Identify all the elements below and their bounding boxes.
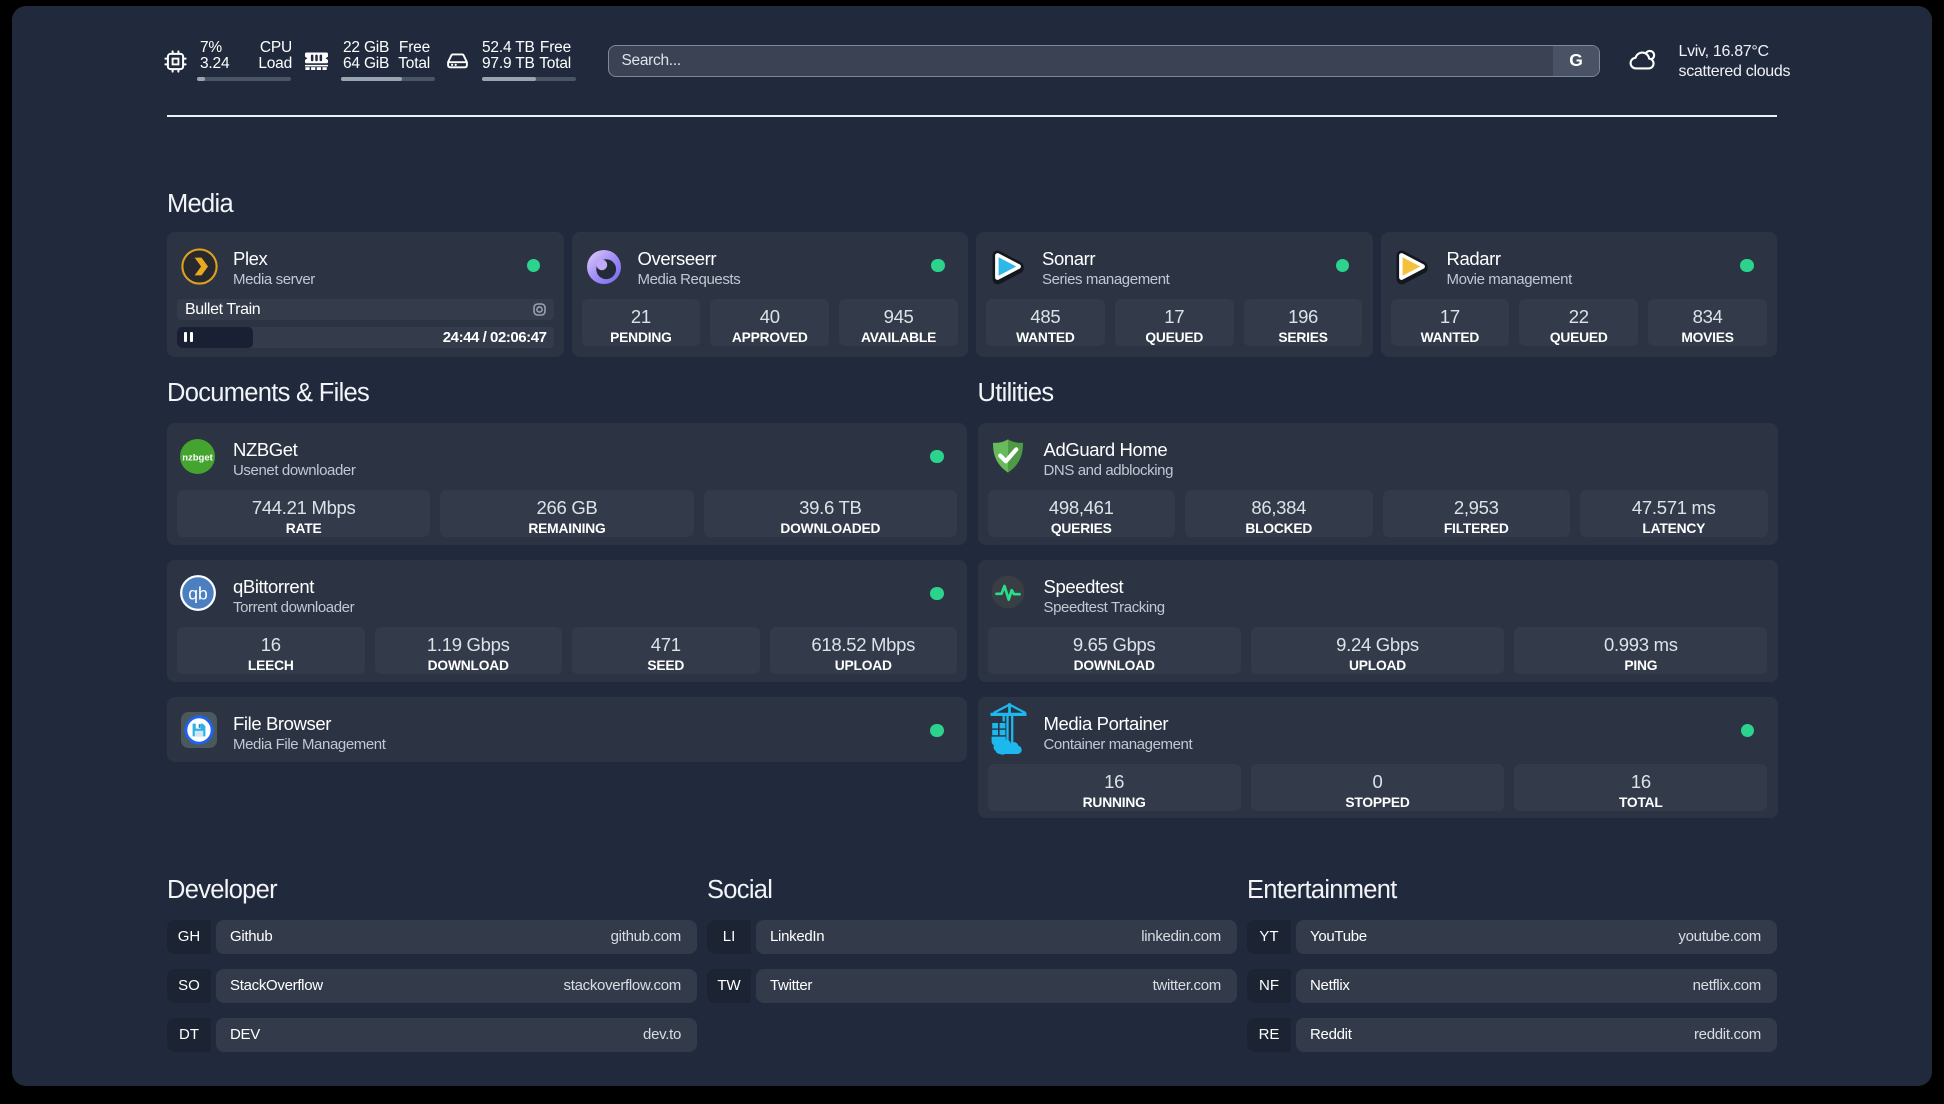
svg-text:nzbget: nzbget	[182, 452, 213, 463]
svg-text:qb: qb	[188, 584, 207, 604]
